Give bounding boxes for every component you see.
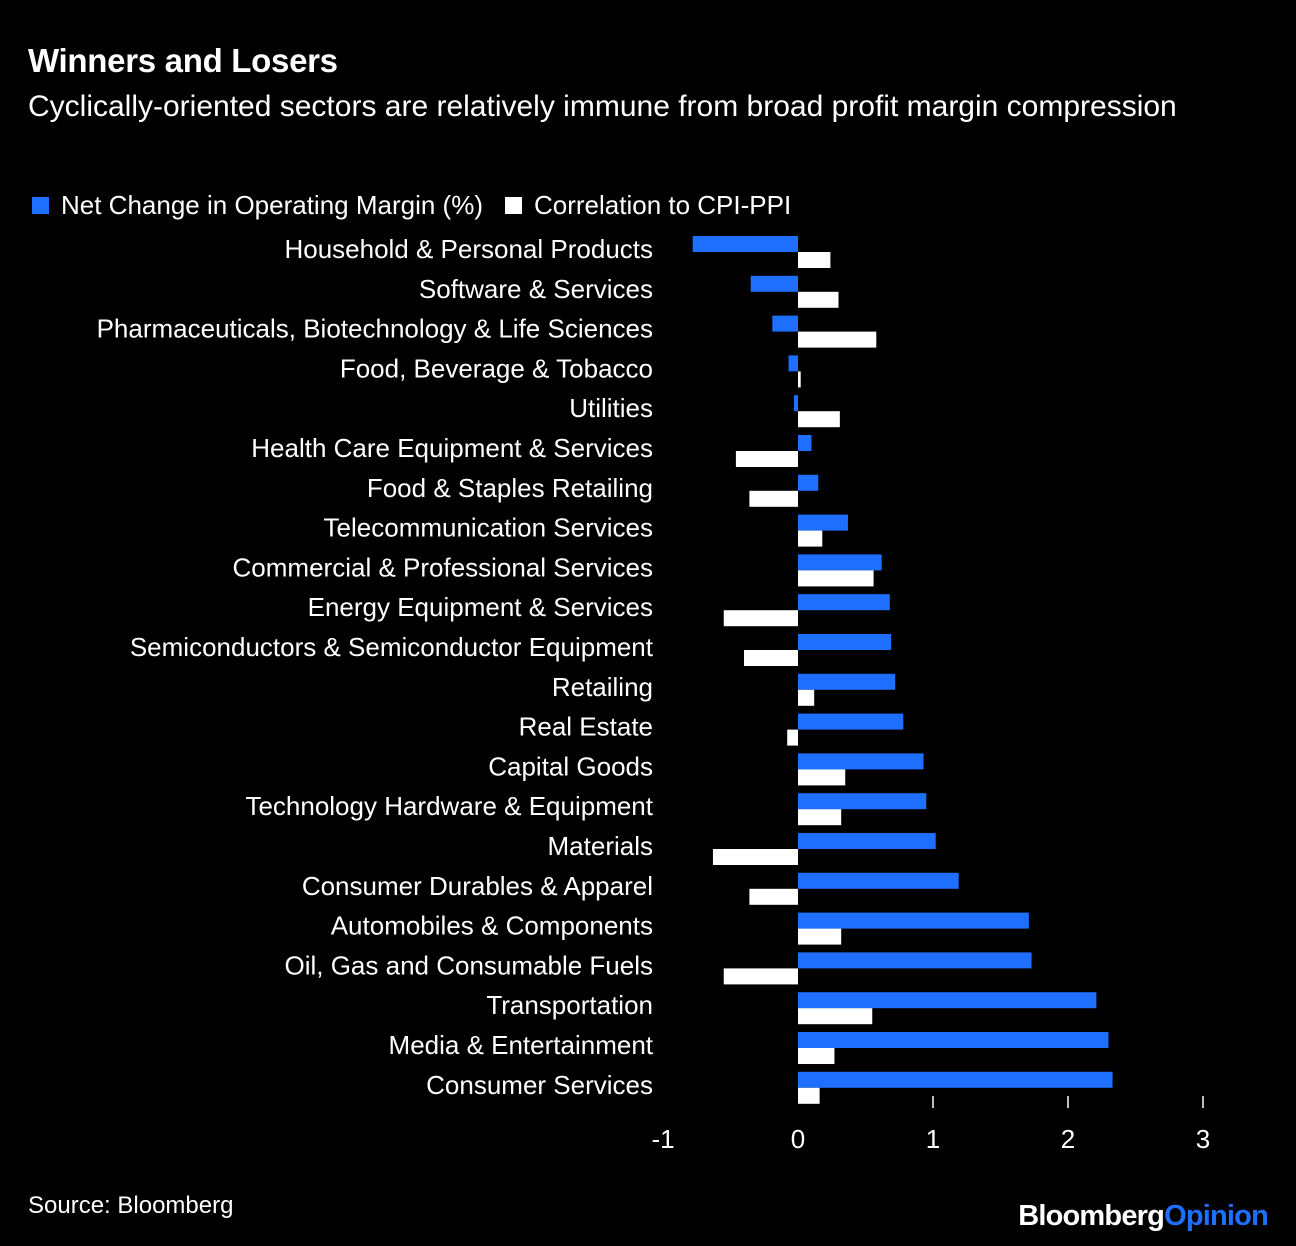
bar-operating-margin <box>798 992 1097 1009</box>
legend-item-correlation: Correlation to CPI-PPI <box>504 190 792 221</box>
bar-operating-margin <box>798 912 1029 929</box>
category-label: Pharmaceuticals, Biotechnology & Life Sc… <box>97 314 653 344</box>
bar-correlation <box>798 371 801 388</box>
bar-correlation <box>798 291 839 308</box>
category-label: Oil, Gas and Consumable Fuels <box>284 950 653 980</box>
category-label: Technology Hardware & Equipment <box>245 791 653 821</box>
category-label: Semiconductors & Semiconductor Equipment <box>130 632 654 662</box>
category-label: Software & Services <box>419 274 653 304</box>
bar-correlation <box>723 610 798 627</box>
bar-correlation <box>798 530 823 547</box>
bar-operating-margin <box>798 514 848 531</box>
bar-correlation <box>735 451 798 467</box>
category-label: Automobiles & Components <box>331 911 653 941</box>
x-tick-label: 0 <box>791 1124 805 1154</box>
bar-correlation <box>798 331 877 348</box>
bar-operating-margin <box>788 355 798 372</box>
bar-operating-margin <box>798 713 904 730</box>
bar-operating-margin <box>793 395 798 412</box>
category-label: Commercial & Professional Services <box>233 552 653 582</box>
bar-correlation <box>712 849 798 865</box>
bar-operating-margin <box>798 952 1032 969</box>
category-label: Media & Entertainment <box>389 1030 654 1060</box>
category-label: Telecommunication Services <box>324 513 653 543</box>
bloomberg-opinion-logo: BloombergOpinion <box>1018 1200 1269 1233</box>
bar-correlation <box>744 650 798 666</box>
bar-correlation <box>798 570 874 587</box>
brand-opinion: Opinion <box>1164 1200 1269 1232</box>
bar-operating-margin <box>750 275 798 292</box>
bar-operating-margin <box>798 1071 1113 1088</box>
x-tick-label: 1 <box>926 1124 940 1154</box>
bar-operating-margin <box>692 236 798 252</box>
legend-item-operating-margin: Net Change in Operating Margin (%) <box>32 190 483 221</box>
bar-operating-margin <box>798 753 924 770</box>
category-label: Food & Staples Retailing <box>367 473 653 503</box>
bar-operating-margin <box>798 634 892 650</box>
category-label: Materials <box>548 831 653 861</box>
bar-correlation <box>798 928 842 945</box>
bar-operating-margin <box>798 673 896 690</box>
brand-bloomberg: Bloomberg <box>1018 1200 1165 1232</box>
category-label: Household & Personal Products <box>284 234 653 264</box>
bar-correlation <box>723 968 798 985</box>
category-label: Energy Equipment & Services <box>308 592 653 622</box>
x-tick-label: -1 <box>651 1124 674 1154</box>
legend: Net Change in Operating Margin (%) Corre… <box>32 190 813 221</box>
category-label: Food, Beverage & Tobacco <box>340 353 653 383</box>
bar-operating-margin <box>798 594 890 611</box>
legend-swatch-blue <box>32 197 49 214</box>
bar-operating-margin <box>798 435 812 451</box>
legend-swatch-white <box>504 197 522 214</box>
bar-correlation <box>798 252 831 268</box>
bar-correlation <box>749 888 798 905</box>
bar-operating-margin <box>798 474 819 491</box>
x-tick-label: 2 <box>1061 1124 1075 1154</box>
category-label: Real Estate <box>519 712 653 742</box>
bar-correlation <box>798 1087 820 1104</box>
source-note: Source: Bloomberg <box>28 1192 234 1219</box>
bar-correlation <box>787 729 798 746</box>
bar-correlation <box>798 769 846 786</box>
category-label: Consumer Services <box>426 1070 653 1100</box>
bar-correlation <box>798 809 842 826</box>
bar-operating-margin <box>798 793 927 810</box>
bar-operating-margin <box>798 833 936 849</box>
category-label: Consumer Durables & Apparel <box>302 871 653 901</box>
bar-correlation <box>798 411 840 428</box>
bar-correlation <box>798 1048 835 1064</box>
category-label: Retailing <box>552 672 653 702</box>
category-label: Transportation <box>486 990 653 1020</box>
bar-operating-margin <box>798 554 882 571</box>
chart-subtitle: Cyclically-oriented sectors are relative… <box>28 90 1177 123</box>
legend-label-operating-margin: Net Change in Operating Margin (%) <box>61 190 483 220</box>
category-label: Utilities <box>569 393 653 423</box>
bar-operating-margin <box>798 1032 1109 1048</box>
bar-correlation <box>798 689 815 706</box>
chart-title: Winners and Losers <box>28 42 338 79</box>
legend-label-correlation: Correlation to CPI-PPI <box>533 190 792 220</box>
bar-correlation <box>749 490 798 507</box>
category-label: Health Care Equipment & Services <box>251 433 653 463</box>
category-label: Capital Goods <box>488 751 653 781</box>
x-tick-label: 3 <box>1196 1124 1210 1154</box>
bar-operating-margin <box>772 315 798 332</box>
bar-operating-margin <box>798 872 959 889</box>
bar-correlation <box>798 1008 873 1025</box>
